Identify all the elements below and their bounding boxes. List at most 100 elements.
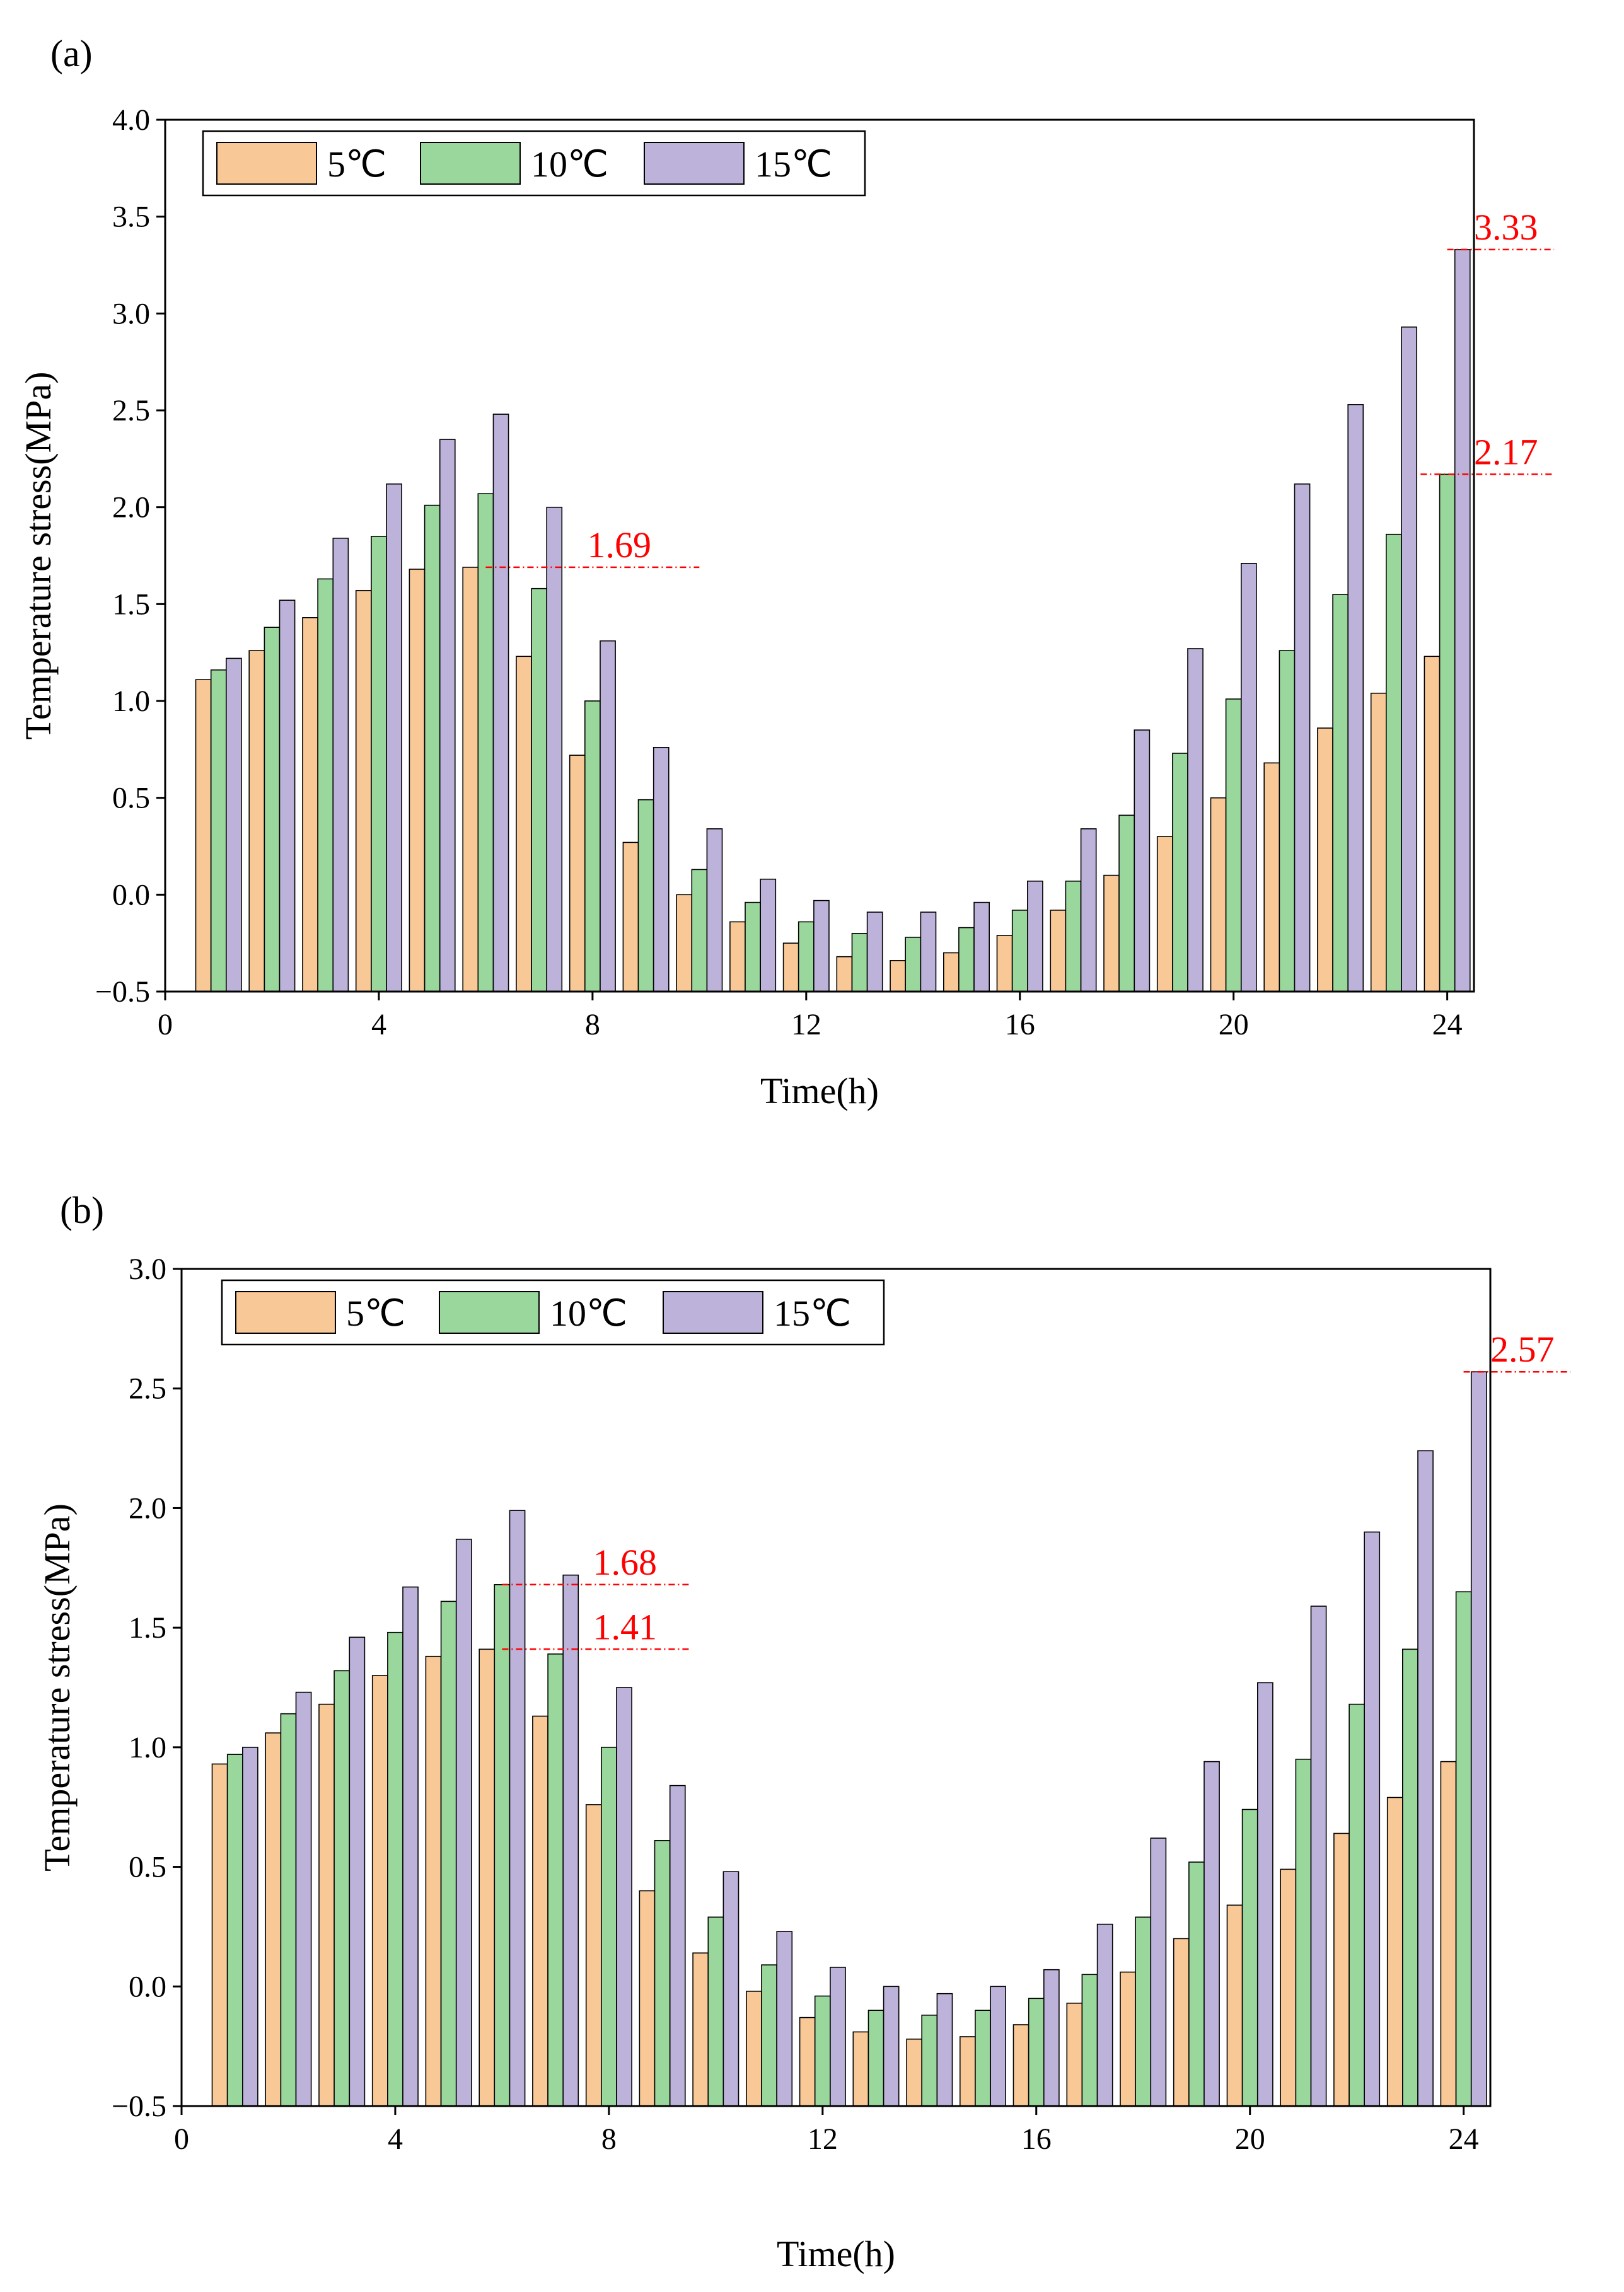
bar-15C-h4 bbox=[402, 1586, 419, 2107]
bar-5C-h11 bbox=[746, 1991, 762, 2107]
plot-frame bbox=[180, 1268, 1492, 2107]
bar-10C-h5 bbox=[440, 1600, 457, 2107]
y-tick-label: 2.5 bbox=[129, 1372, 166, 1406]
bar-5C-h7 bbox=[516, 656, 532, 992]
y-tick-label: 0.5 bbox=[129, 1851, 166, 1884]
bar-10C-h5 bbox=[424, 504, 441, 992]
legend-swatch-10C bbox=[420, 142, 521, 185]
y-tick-label: 2.5 bbox=[112, 394, 150, 427]
bar-15C-h7 bbox=[546, 506, 563, 992]
bar-15C-h2 bbox=[279, 599, 296, 992]
bar-10C-h18 bbox=[1118, 814, 1135, 992]
y-tick-label: 2.0 bbox=[129, 1491, 166, 1525]
bar-15C-h5 bbox=[439, 439, 456, 992]
bar-10C-h2 bbox=[280, 1713, 297, 2107]
bar-10C-h7 bbox=[547, 1653, 564, 2107]
legend-label-5C: 5℃ bbox=[327, 144, 386, 185]
annotation-label: 2.57 bbox=[1490, 1329, 1555, 1370]
bar-15C-h12 bbox=[830, 1967, 846, 2107]
bar-15C-h11 bbox=[760, 878, 777, 992]
bar-5C-h8 bbox=[569, 755, 586, 992]
legend: 5℃ 10℃ 15℃ bbox=[202, 130, 866, 197]
y-tick-label: −0.5 bbox=[95, 975, 150, 1009]
bar-10C-h10 bbox=[691, 869, 708, 992]
bar-5C-h4 bbox=[355, 589, 372, 992]
bar-10C-h22 bbox=[1348, 1703, 1366, 2107]
bar-10C-h8 bbox=[584, 700, 601, 992]
bar-5C-h11 bbox=[729, 921, 746, 992]
bar-15C-h16 bbox=[1043, 1969, 1060, 2107]
bar-15C-h15 bbox=[990, 1986, 1006, 2107]
bar-5C-h16 bbox=[996, 935, 1013, 992]
bar-5C-h2 bbox=[265, 1732, 282, 2107]
bar-15C-h6 bbox=[492, 414, 509, 992]
bar-5C-h23 bbox=[1386, 1797, 1403, 2107]
legend-swatch-15C bbox=[644, 142, 745, 185]
y-tick-label: 1.5 bbox=[112, 587, 150, 621]
legend-swatch-5C bbox=[235, 1291, 336, 1334]
legend-swatch-15C bbox=[663, 1291, 763, 1334]
legend-label-5C: 5℃ bbox=[346, 1293, 405, 1334]
bars bbox=[195, 249, 1471, 992]
y-tick-label: −0.5 bbox=[112, 2090, 166, 2123]
bar-10C-h3 bbox=[334, 1670, 350, 2107]
bar-15C-h10 bbox=[706, 828, 723, 992]
bar-15C-h22 bbox=[1364, 1531, 1381, 2107]
bar-15C-h1 bbox=[241, 1747, 258, 2107]
bar-15C-h10 bbox=[722, 1871, 740, 2107]
bar-5C-h5 bbox=[425, 1655, 442, 2107]
bar-5C-h8 bbox=[585, 1804, 602, 2107]
y-tick-label: 0.5 bbox=[112, 782, 150, 815]
annotation-label: 3.33 bbox=[1474, 207, 1538, 248]
bar-10C-h4 bbox=[371, 535, 387, 992]
bar-5C-h14 bbox=[906, 2039, 922, 2107]
bar-15C-h19 bbox=[1187, 648, 1204, 992]
bar-10C-h24 bbox=[1455, 1591, 1472, 2107]
plot-frame bbox=[164, 119, 1475, 993]
bar-10C-h15 bbox=[958, 927, 975, 992]
bar-10C-h9 bbox=[654, 1840, 671, 2107]
bar-5C-h22 bbox=[1317, 727, 1333, 992]
bar-15C-h3 bbox=[332, 537, 349, 992]
chart-panel-a: (a) 1.69 3.33 2.17 0 4 8 12 16 20 24 −0.5 0.0 0.5 1.0 1… bbox=[18, 33, 1555, 1111]
x-tick-label: 4 bbox=[371, 1008, 386, 1041]
x-tick-label: 8 bbox=[585, 1008, 600, 1041]
bar-15C-h21 bbox=[1310, 1606, 1327, 2107]
bar-10C-h23 bbox=[1402, 1648, 1418, 2107]
bar-10C-h6 bbox=[494, 1584, 511, 2107]
bar-5C-h14 bbox=[890, 960, 906, 992]
bar-10C-h11 bbox=[745, 901, 761, 992]
bar-15C-h14 bbox=[920, 912, 937, 992]
bar-15C-h17 bbox=[1096, 1923, 1113, 2107]
bar-10C-h10 bbox=[707, 1916, 724, 2107]
bar-10C-h14 bbox=[905, 937, 922, 992]
bar-10C-h16 bbox=[1028, 1998, 1045, 2107]
bar-15C-h7 bbox=[562, 1574, 579, 2107]
bar-15C-h9 bbox=[652, 747, 670, 992]
bar-15C-h13 bbox=[866, 912, 883, 992]
bar-15C-h23 bbox=[1417, 1450, 1434, 2107]
bar-10C-h13 bbox=[867, 2010, 884, 2107]
bar-15C-h8 bbox=[600, 640, 616, 992]
bar-15C-h19 bbox=[1204, 1761, 1220, 2107]
bar-10C-h13 bbox=[851, 933, 868, 992]
bar-5C-h3 bbox=[302, 616, 318, 992]
bar-5C-h18 bbox=[1120, 1971, 1136, 2107]
y-tick-label: 3.0 bbox=[112, 297, 150, 330]
x-axis-title: Time(h) bbox=[777, 2233, 895, 2274]
bar-15C-h21 bbox=[1294, 483, 1311, 992]
bar-5C-h12 bbox=[799, 2017, 816, 2107]
bar-5C-h9 bbox=[622, 842, 639, 992]
bar-15C-h15 bbox=[973, 901, 990, 992]
y-tick-label: 2.0 bbox=[112, 491, 150, 524]
bar-10C-h11 bbox=[761, 1964, 777, 2107]
bar-5C-h13 bbox=[836, 956, 853, 992]
bar-5C-h6 bbox=[462, 567, 479, 992]
bar-5C-h1 bbox=[195, 679, 212, 992]
bar-5C-h2 bbox=[248, 650, 265, 992]
bar-5C-h6 bbox=[478, 1648, 496, 2107]
bar-15C-h16 bbox=[1027, 881, 1043, 992]
bar-5C-h24 bbox=[1440, 1761, 1457, 2107]
bar-10C-h18 bbox=[1135, 1916, 1151, 2107]
